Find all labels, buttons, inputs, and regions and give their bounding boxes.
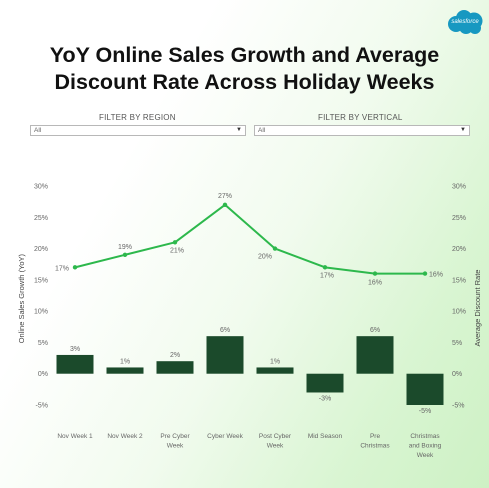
y-tick-label-left: -5% bbox=[36, 403, 48, 410]
logo-text: salesforce bbox=[451, 19, 479, 25]
cloud-icon bbox=[448, 10, 483, 34]
bar-data-label: -3% bbox=[319, 395, 331, 402]
line-point bbox=[272, 246, 278, 251]
y-tick-label-left: 20% bbox=[34, 246, 48, 253]
x-tick-label: and Boxing bbox=[409, 443, 442, 450]
vertical-filter-select[interactable]: All ▼ bbox=[254, 125, 470, 136]
y-tick-label-right: 15% bbox=[452, 277, 466, 284]
line-data-label: 21% bbox=[170, 247, 184, 254]
line-data-label: 17% bbox=[55, 265, 69, 272]
y-tick-label-left: 5% bbox=[38, 340, 48, 347]
x-tick-label: Nov Week 2 bbox=[107, 433, 143, 440]
chevron-down-icon: ▼ bbox=[460, 127, 466, 133]
chart-title-line-1: YoY Online Sales Growth and Average bbox=[49, 43, 440, 67]
y-tick-label-right: 25% bbox=[452, 215, 466, 222]
x-tick-label: Pre Cyber bbox=[160, 433, 190, 440]
bar bbox=[106, 367, 144, 374]
discount-rate-line bbox=[74, 203, 425, 275]
line-data-label: 19% bbox=[118, 244, 132, 251]
y-tick-label-left: 30% bbox=[34, 184, 48, 191]
y-tick-label-left: 0% bbox=[38, 371, 48, 378]
x-tick-label: Post Cyber bbox=[259, 433, 292, 440]
x-tick-label: Week bbox=[417, 452, 434, 459]
y-tick-label-right: 5% bbox=[452, 340, 462, 347]
bar bbox=[406, 373, 444, 405]
line-point bbox=[72, 265, 78, 270]
vertical-filter-value: All bbox=[258, 127, 266, 134]
chart-title-line-2: Discount Rate Across Holiday Weeks bbox=[54, 70, 435, 94]
x-tick-label: Nov Week 1 bbox=[57, 433, 93, 440]
vertical-filter-label: FILTER BY VERTICAL bbox=[318, 113, 403, 122]
bar-data-label: 6% bbox=[370, 327, 380, 334]
bar-data-label: 2% bbox=[170, 352, 180, 359]
bar-data-label: 6% bbox=[220, 327, 230, 334]
bar bbox=[256, 367, 294, 374]
x-tick-label: Christmas bbox=[410, 433, 440, 440]
chevron-down-icon: ▼ bbox=[236, 127, 242, 133]
line-point bbox=[322, 265, 328, 270]
bar bbox=[356, 336, 394, 374]
bar-data-label: 1% bbox=[120, 358, 130, 365]
y-tick-label-right: -5% bbox=[452, 403, 464, 410]
y-axis-title-right: Average Discount Rate bbox=[473, 270, 482, 347]
salesforce-logo: salesforce bbox=[446, 9, 484, 36]
y-tick-label-left: 25% bbox=[34, 215, 48, 222]
y-tick-label-right: 10% bbox=[452, 309, 466, 316]
x-tick-label: Mid Season bbox=[308, 433, 343, 440]
x-tick-label: Christmas bbox=[360, 443, 390, 450]
line-data-label: 20% bbox=[258, 254, 272, 261]
line-point bbox=[222, 202, 228, 207]
x-tick-label: Pre bbox=[370, 433, 381, 440]
y-axis-title-left: Online Sales Growth (YoY) bbox=[17, 253, 26, 343]
bar bbox=[156, 361, 194, 374]
line-point bbox=[172, 240, 178, 245]
line-point bbox=[422, 271, 428, 276]
x-tick-label: Cyber Week bbox=[207, 433, 243, 440]
y-tick-label-right: 20% bbox=[452, 246, 466, 253]
y-tick-label-right: 0% bbox=[452, 371, 462, 378]
region-filter-select[interactable]: All ▼ bbox=[30, 125, 246, 136]
x-tick-label: Week bbox=[267, 443, 284, 450]
bar bbox=[56, 354, 94, 374]
bar bbox=[306, 373, 344, 393]
region-filter-label: FILTER BY REGION bbox=[99, 113, 176, 122]
bar bbox=[206, 336, 244, 374]
line-data-label: 16% bbox=[429, 272, 443, 279]
y-tick-label-left: 15% bbox=[34, 277, 48, 284]
bar-data-label: -5% bbox=[419, 408, 431, 415]
bar-data-label: 1% bbox=[270, 358, 280, 365]
y-tick-label-left: 10% bbox=[34, 309, 48, 316]
line-data-label: 16% bbox=[368, 280, 382, 287]
y-tick-label-right: 30% bbox=[452, 184, 466, 191]
region-filter-value: All bbox=[34, 127, 42, 134]
chart-title: YoY Online Sales Growth and Average Disc… bbox=[0, 42, 489, 96]
line-point bbox=[372, 271, 378, 276]
bar-data-label: 3% bbox=[70, 346, 80, 353]
x-tick-label: Week bbox=[167, 443, 184, 450]
line-data-label: 17% bbox=[320, 272, 334, 279]
line-point bbox=[122, 252, 128, 258]
line-data-label: 27% bbox=[218, 193, 232, 200]
